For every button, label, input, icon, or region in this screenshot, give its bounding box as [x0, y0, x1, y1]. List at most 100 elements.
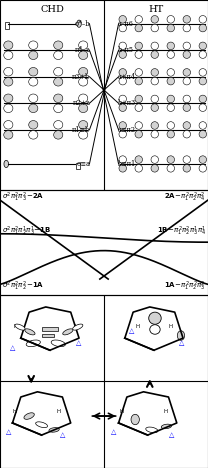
- Ellipse shape: [183, 104, 191, 111]
- Ellipse shape: [135, 24, 142, 32]
- Text: $\mathbf{1B}\!-\!\pi_1^2\pi_2^2\pi_3^1\pi_4^1$: $\mathbf{1B}\!-\!\pi_1^2\pi_2^2\pi_3^1\p…: [157, 225, 206, 238]
- Text: HT: HT: [148, 5, 164, 14]
- Ellipse shape: [199, 42, 207, 50]
- Ellipse shape: [119, 42, 126, 50]
- Ellipse shape: [77, 20, 81, 27]
- Text: σ≡a: σ≡a: [77, 160, 90, 168]
- Ellipse shape: [26, 340, 40, 347]
- Text: b+π3: b+π3: [118, 99, 136, 107]
- Ellipse shape: [79, 104, 88, 113]
- Text: a+π4: a+π4: [118, 73, 136, 81]
- Ellipse shape: [151, 51, 158, 58]
- Ellipse shape: [167, 95, 175, 103]
- Ellipse shape: [119, 15, 126, 23]
- Ellipse shape: [135, 122, 142, 129]
- FancyBboxPatch shape: [76, 162, 80, 169]
- Ellipse shape: [29, 67, 38, 76]
- Ellipse shape: [151, 122, 158, 129]
- Ellipse shape: [167, 122, 175, 129]
- Ellipse shape: [29, 131, 38, 139]
- Ellipse shape: [29, 104, 38, 113]
- Text: π1≡b: π1≡b: [72, 126, 90, 134]
- Ellipse shape: [183, 51, 191, 58]
- Text: △: △: [179, 340, 185, 346]
- Text: $\mathbf{1A}\!-\!\pi_1^2\pi_2^2\pi_3^2$: $\mathbf{1A}\!-\!\pi_1^2\pi_2^2\pi_3^2$: [164, 280, 206, 293]
- Ellipse shape: [167, 24, 175, 32]
- Ellipse shape: [199, 51, 207, 58]
- Ellipse shape: [151, 131, 158, 138]
- Text: △: △: [76, 340, 82, 346]
- Ellipse shape: [79, 41, 88, 50]
- Ellipse shape: [150, 325, 160, 334]
- Text: π4–a: π4–a: [74, 46, 90, 54]
- Ellipse shape: [54, 131, 63, 139]
- Ellipse shape: [119, 104, 126, 111]
- Ellipse shape: [167, 165, 175, 172]
- Text: △: △: [6, 429, 11, 435]
- Text: σ*–b: σ*–b: [75, 20, 90, 28]
- Ellipse shape: [151, 165, 158, 172]
- Text: a–π6: a–π6: [118, 20, 133, 28]
- Ellipse shape: [183, 69, 191, 76]
- Ellipse shape: [135, 42, 142, 50]
- Ellipse shape: [119, 165, 126, 172]
- Text: $\sigma^2\pi_1^2\pi_2^1\pi_3^1\!-\!\mathbf{1B}$: $\sigma^2\pi_1^2\pi_2^1\pi_3^1\!-\!\math…: [2, 225, 52, 238]
- Ellipse shape: [183, 156, 191, 163]
- Ellipse shape: [119, 131, 126, 138]
- Ellipse shape: [119, 77, 126, 85]
- Ellipse shape: [183, 131, 191, 138]
- Ellipse shape: [29, 121, 38, 129]
- Ellipse shape: [4, 161, 9, 168]
- Text: H: H: [120, 409, 124, 414]
- Ellipse shape: [119, 24, 126, 32]
- Ellipse shape: [151, 156, 158, 163]
- Text: H: H: [56, 409, 60, 414]
- Text: △: △: [129, 328, 135, 334]
- Ellipse shape: [183, 95, 191, 103]
- Ellipse shape: [49, 428, 59, 432]
- Ellipse shape: [167, 51, 175, 58]
- Ellipse shape: [54, 51, 63, 59]
- Ellipse shape: [167, 15, 175, 23]
- Text: △: △: [169, 432, 174, 438]
- Text: $\mathbf{2A}\!-\!\pi_1^2\pi_2^2\pi_4^2$: $\mathbf{2A}\!-\!\pi_1^2\pi_2^2\pi_4^2$: [164, 190, 206, 204]
- Ellipse shape: [183, 42, 191, 50]
- Text: H: H: [14, 324, 18, 329]
- Ellipse shape: [119, 69, 126, 76]
- Ellipse shape: [135, 131, 142, 138]
- Ellipse shape: [183, 165, 191, 172]
- Text: H: H: [135, 324, 139, 329]
- Ellipse shape: [79, 131, 88, 139]
- Ellipse shape: [151, 77, 158, 85]
- Ellipse shape: [135, 104, 142, 111]
- Ellipse shape: [4, 121, 13, 129]
- Ellipse shape: [79, 78, 88, 86]
- Ellipse shape: [183, 24, 191, 32]
- Ellipse shape: [199, 95, 207, 103]
- Ellipse shape: [51, 340, 65, 347]
- Ellipse shape: [24, 413, 34, 419]
- Ellipse shape: [4, 94, 13, 102]
- Text: $\sigma^2\pi_1^2\pi_3^2\!-\!\mathbf{2A}$: $\sigma^2\pi_1^2\pi_3^2\!-\!\mathbf{2A}$: [2, 190, 45, 204]
- Ellipse shape: [167, 42, 175, 50]
- Text: H: H: [168, 324, 173, 329]
- Text: a≡π2: a≡π2: [118, 126, 136, 134]
- Ellipse shape: [119, 51, 126, 58]
- Text: H: H: [75, 324, 79, 329]
- Ellipse shape: [54, 67, 63, 76]
- Ellipse shape: [199, 77, 207, 85]
- Ellipse shape: [151, 24, 158, 32]
- Text: π2+a: π2+a: [72, 99, 90, 107]
- Ellipse shape: [199, 24, 207, 32]
- Ellipse shape: [54, 41, 63, 50]
- Ellipse shape: [79, 94, 88, 102]
- Text: △: △: [60, 432, 65, 438]
- Ellipse shape: [131, 414, 139, 425]
- Ellipse shape: [29, 41, 38, 50]
- Ellipse shape: [167, 69, 175, 76]
- Ellipse shape: [183, 77, 191, 85]
- Text: △: △: [10, 345, 15, 351]
- Ellipse shape: [183, 122, 191, 129]
- Bar: [42, 334, 54, 337]
- Ellipse shape: [29, 78, 38, 86]
